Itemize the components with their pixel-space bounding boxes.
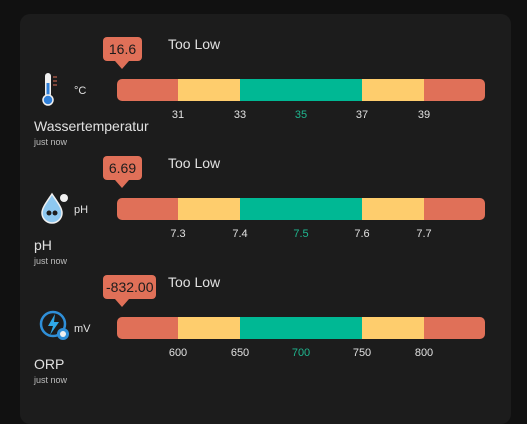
last-updated: just now [34, 137, 68, 147]
tick-label: 7.7 [416, 228, 432, 240]
tick-label: 7.5 [293, 228, 309, 240]
gauge-segment [424, 198, 485, 220]
sensor-icon [38, 190, 72, 229]
gauge-segment [117, 79, 178, 101]
sensor-icon [38, 71, 62, 112]
gauge-bar [117, 79, 485, 101]
value-bubble: 6.69 [103, 156, 142, 188]
unit-label: pH [74, 204, 89, 216]
gauge-segment [117, 317, 178, 339]
gauge-segment [240, 198, 362, 220]
tick-label: 7.3 [170, 228, 186, 240]
tick-label: 7.4 [232, 228, 248, 240]
gauge-bar [117, 317, 485, 339]
tick-label: 650 [230, 347, 250, 359]
gauge-segment [178, 198, 240, 220]
tick-label: 31 [171, 109, 185, 121]
value-bubble: 16.6 [103, 37, 142, 69]
tick-label: 37 [355, 109, 369, 121]
tick-label: 33 [233, 109, 247, 121]
gauge-segment [178, 79, 240, 101]
sensor-name: pH [34, 237, 52, 253]
status-text: Too Low [168, 36, 221, 52]
gauge-segment [424, 79, 485, 101]
tick-label: 700 [291, 347, 311, 359]
gauge-segment [240, 317, 362, 339]
page: (() => { const data = JSON.parse(documen… [20, 14, 511, 424]
gauge-segment [362, 198, 424, 220]
tick-label: 35 [294, 109, 308, 121]
gauge-bar [117, 198, 485, 220]
gauge-segment [117, 198, 178, 220]
tick-label: 750 [352, 347, 372, 359]
gauge-segment [362, 79, 424, 101]
gauge-segment [424, 317, 485, 339]
gauge-segment [362, 317, 424, 339]
tick-label: 7.6 [354, 228, 370, 240]
unit-label: mV [74, 323, 91, 335]
status-text: Too Low [168, 274, 221, 290]
last-updated: just now [34, 375, 68, 385]
unit-label: °C [74, 85, 87, 97]
sensor-name: Wassertemperatur [34, 118, 149, 134]
gauge-segment [240, 79, 362, 101]
tick-label: 800 [414, 347, 434, 359]
sensor-icon [38, 309, 72, 348]
sensor-name: ORP [34, 356, 65, 372]
value-bubble: -832.00 [103, 275, 157, 307]
last-updated: just now [34, 256, 68, 266]
status-text: Too Low [168, 155, 221, 171]
tick-label: 600 [168, 347, 188, 359]
tick-label: 39 [417, 109, 431, 121]
gauge-segment [178, 317, 240, 339]
